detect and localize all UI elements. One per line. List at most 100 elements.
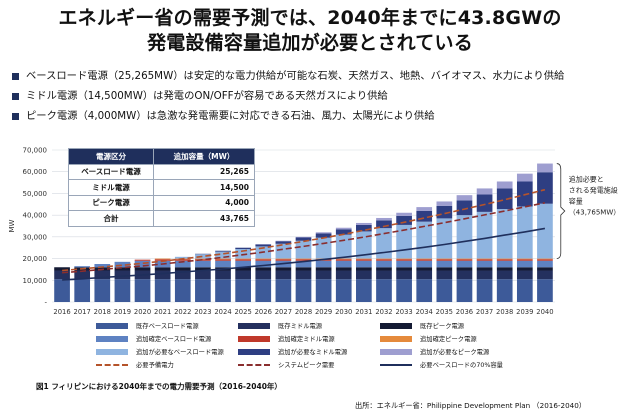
bar-segment <box>436 270 453 280</box>
bar-segment <box>456 195 473 201</box>
bar-segment <box>215 259 231 261</box>
legend-label: 必要予備電力 <box>136 362 174 369</box>
bar-segment <box>376 228 392 259</box>
x-tick-label: 2034 <box>416 308 433 316</box>
table-cell: 25,265 <box>153 163 255 180</box>
table-header-row: 電源区分 追加容量（MW） <box>68 148 255 165</box>
bar-segment <box>215 260 231 268</box>
bar-segment <box>215 251 231 259</box>
table-cell: 4,000 <box>153 194 255 211</box>
bar-segment <box>496 259 513 261</box>
y-axis-label: MW <box>8 219 16 232</box>
bar-segment <box>154 259 171 261</box>
x-tick-label: 2027 <box>275 308 292 316</box>
bar-segment <box>496 209 513 259</box>
bar-segment <box>134 279 151 302</box>
bar-segment <box>94 270 111 280</box>
bar-segment <box>396 215 412 225</box>
legend-item: 追加が必要なピーク電源 <box>380 347 489 356</box>
bar-segment <box>376 258 392 260</box>
x-tick-label: 2030 <box>335 308 352 316</box>
bar-segment <box>235 270 251 280</box>
bar-segment <box>74 266 91 268</box>
bar-segment <box>376 217 392 221</box>
table-cell: ピーク電源 <box>68 194 154 211</box>
bar-segment <box>174 267 191 271</box>
x-tick-label: 2039 <box>516 308 533 316</box>
bar-segment <box>476 260 493 268</box>
bar-segment <box>275 267 292 271</box>
bar-segment <box>154 258 171 260</box>
legend-label: 必要ベースロードの70%容量 <box>420 362 503 369</box>
bar-segment <box>436 258 453 260</box>
bar-segment <box>235 259 251 261</box>
x-tick-label: 2033 <box>395 308 412 316</box>
y-tick-label: 50,000 <box>23 190 48 198</box>
legend-swatch-icon <box>238 322 270 329</box>
bar-segment <box>376 279 392 302</box>
bar-segment <box>255 244 272 247</box>
bar-segment <box>436 201 453 206</box>
table-header-type: 電源区分 <box>68 148 154 165</box>
bar-segment <box>476 258 493 260</box>
bar-segment <box>174 279 191 302</box>
bullet-square-icon <box>12 92 19 100</box>
table-row: ベースロード電源 25,265 <box>68 163 255 180</box>
bar-segment <box>537 279 553 302</box>
x-tick-label: 2023 <box>194 308 211 316</box>
x-tick-label: 2038 <box>496 308 513 316</box>
bar-segment <box>496 267 513 271</box>
bar-segment <box>516 258 533 260</box>
bar-segment <box>416 267 433 271</box>
bar-segment <box>537 163 553 173</box>
series-line <box>62 188 546 272</box>
bar-segment <box>537 172 553 204</box>
bar-segment <box>74 279 91 302</box>
legend-label: 既存ベースロード電源 <box>136 323 199 330</box>
bullet-baseload: ベースロード電源（25,265MW）は安定的な電力供給が可能な石炭、天然ガス、地… <box>12 66 612 86</box>
bar-segment <box>134 267 151 271</box>
bar-segment <box>295 258 312 260</box>
legend-item: 既存ミドル電源 <box>238 321 322 330</box>
table-row: ミドル電源 14,500 <box>68 179 255 196</box>
legend-item: システムピーク需要 <box>238 360 334 369</box>
bar-segment <box>335 267 352 271</box>
bar-segment <box>416 258 433 260</box>
bar-segment <box>416 270 433 280</box>
capacity-table: 電源区分 追加容量（MW） ベースロード電源 25,265 ミドル電源 14,5… <box>68 148 255 227</box>
bar-segment <box>215 258 231 260</box>
bar-segment <box>516 260 533 268</box>
legend-item: 追加が必要なベースロード電源 <box>96 347 224 356</box>
page-subtitle: 発電設備容量追加が必要とされている <box>147 32 473 54</box>
bar-segment <box>356 270 372 280</box>
bar-segment <box>356 259 372 261</box>
y-tick-label: - <box>44 299 47 307</box>
annotation-text: される発電施設 <box>569 186 618 195</box>
legend-label: 追加が必要なベースロード電源 <box>136 349 224 356</box>
bar-segment <box>476 259 493 261</box>
bar-segment <box>335 234 352 259</box>
bar-segment <box>356 279 372 302</box>
bar-segment <box>315 237 332 259</box>
x-tick-label: 2035 <box>436 308 453 316</box>
bar-segment <box>215 279 231 302</box>
bar-segment <box>275 258 292 260</box>
y-tick-label: 60,000 <box>23 168 48 176</box>
bar-segment <box>114 267 131 271</box>
table-cell: 14,500 <box>153 179 255 196</box>
x-tick-label: 2037 <box>476 308 493 316</box>
source-note: 出所：エネルギー省：Philippine Development Plan （2… <box>355 401 586 410</box>
bar-segment <box>94 264 111 268</box>
bar-segment <box>195 267 211 271</box>
bar-segment <box>456 215 473 259</box>
bar-segment <box>456 258 473 260</box>
bar-segment <box>436 260 453 268</box>
bar-segment <box>195 279 211 302</box>
bar-segment <box>396 212 412 216</box>
bar-segment <box>537 259 553 261</box>
bar-segment <box>516 173 533 182</box>
bar-segment <box>74 270 91 280</box>
bar-segment <box>235 258 251 260</box>
legend-swatch-icon <box>96 348 128 355</box>
legend-label: システムピーク需要 <box>278 362 335 369</box>
